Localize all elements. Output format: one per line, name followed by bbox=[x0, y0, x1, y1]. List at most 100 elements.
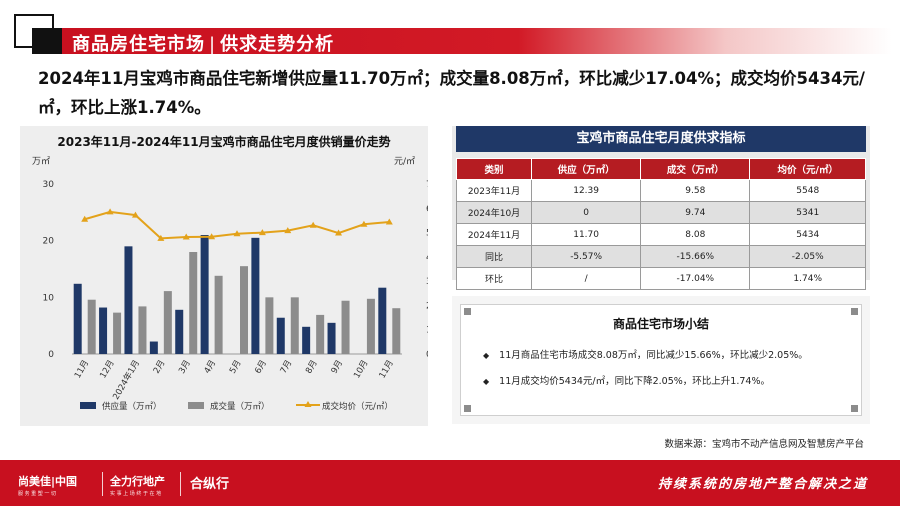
bar-transaction bbox=[290, 297, 299, 354]
table-cell: 环比 bbox=[456, 267, 532, 290]
bar-supply bbox=[327, 322, 336, 354]
bar-transaction bbox=[214, 275, 223, 354]
x-axis-category-label: 3月 bbox=[177, 359, 193, 376]
table-cell: 2024年10月 bbox=[456, 201, 532, 224]
chart-title: 2023年11月-2024年11月宝鸡市商品住宅月度供销量价走势 bbox=[57, 135, 391, 149]
footer-divider bbox=[180, 472, 181, 496]
bar-supply bbox=[200, 235, 209, 354]
summary-panel: 商品住宅市场小结 ◆ 11月商品住宅市场成交8.08万㎡，同比减少15.66%，环… bbox=[452, 296, 870, 424]
price-point bbox=[309, 221, 317, 228]
diamond-bullet-icon: ◆ bbox=[483, 351, 490, 360]
table-cell: 9.58 bbox=[640, 179, 751, 202]
right-axis-tick-label: 7000 bbox=[426, 180, 428, 190]
table-cell: -5.57% bbox=[530, 245, 642, 268]
price-point bbox=[182, 233, 190, 240]
corner-mark bbox=[464, 308, 471, 315]
right-axis-tick-label: 2000 bbox=[426, 301, 428, 311]
table-row: 2024年10月 0 9.74 5341 bbox=[456, 201, 866, 224]
bar-transaction bbox=[138, 306, 147, 354]
bar-supply bbox=[73, 283, 82, 354]
table-cell: 2024年11月 bbox=[456, 223, 532, 246]
data-source-note: 数据来源：宝鸡市不动产信息网及智慧房产平台 bbox=[664, 439, 864, 450]
section-title: 商品房住宅市场 | 供求走势分析 bbox=[72, 30, 334, 56]
x-axis-category-label: 2月 bbox=[152, 359, 168, 376]
table-cell: 5341 bbox=[749, 201, 866, 224]
price-point bbox=[208, 233, 216, 240]
headline-summary: 2024年11月宝鸡市商品住宅新增供应量11.70万㎡；成交量8.08万㎡，环比… bbox=[38, 69, 865, 117]
x-axis-category-label: 9月 bbox=[330, 359, 346, 376]
bar-transaction bbox=[392, 308, 401, 354]
combo-chart-panel: 2023年11月-2024年11月宝鸡市商品住宅月度供销量价走势 万㎡ 元/㎡ … bbox=[20, 126, 428, 426]
table-cell: 同比 bbox=[456, 245, 532, 268]
x-axis-category-label: 6月 bbox=[253, 359, 269, 376]
left-axis-tick-label: 30 bbox=[43, 180, 55, 190]
right-axis-tick-label: 5000 bbox=[426, 229, 428, 239]
table-cell: -17.04% bbox=[640, 267, 751, 290]
table-cell: 8.08 bbox=[640, 223, 751, 246]
legend-marker bbox=[304, 401, 312, 407]
price-point bbox=[360, 220, 368, 227]
price-point bbox=[385, 218, 393, 225]
x-axis-category-label: 5月 bbox=[228, 359, 244, 376]
footer-logo-quanlixing-tagline: 实 事 上 场 终 于 在 地 bbox=[110, 491, 162, 497]
bar-transaction bbox=[341, 300, 350, 354]
indicator-table: 类别 供应（万㎡） 成交（万㎡） 均价（元/㎡） 2023年11月 12.39 … bbox=[456, 158, 866, 290]
table-header-cell: 类别 bbox=[456, 158, 532, 180]
table-cell: 5548 bbox=[749, 179, 866, 202]
table-cell: 0 bbox=[530, 201, 642, 224]
bar-supply bbox=[378, 287, 387, 354]
title-red-band bbox=[62, 28, 892, 54]
section-title-bar: 商品房住宅市场 | 供求走势分析 bbox=[32, 28, 892, 56]
bar-transaction bbox=[87, 299, 96, 354]
summary-box: 商品住宅市场小结 ◆ 11月商品住宅市场成交8.08万㎡，同比减少15.66%，环… bbox=[460, 304, 862, 416]
x-axis-category-label: 8月 bbox=[304, 359, 320, 376]
right-axis-unit: 元/㎡ bbox=[394, 156, 415, 167]
summary-item: ◆ 11月商品住宅市场成交8.08万㎡，同比减少15.66%，环比减少2.05%。 bbox=[483, 347, 808, 361]
table-header-cell: 成交（万㎡） bbox=[640, 158, 751, 180]
left-axis-tick-label: 10 bbox=[43, 293, 55, 303]
legend-label: 供应量（万㎡） bbox=[102, 401, 162, 412]
bar-transaction bbox=[113, 312, 122, 354]
corner-mark bbox=[464, 405, 471, 412]
table-row: 2023年11月 12.39 9.58 5548 bbox=[456, 179, 866, 202]
summary-item: ◆ 11月成交均价5434元/㎡，同比下降2.05%，环比上升1.74%。 bbox=[483, 373, 770, 387]
price-point bbox=[335, 229, 343, 236]
price-point bbox=[106, 208, 114, 215]
legend-swatch bbox=[80, 402, 96, 409]
bar-supply bbox=[302, 326, 311, 354]
section-title-main: 商品房住宅市场 bbox=[72, 34, 205, 55]
x-axis-category-label: 10月 bbox=[352, 359, 370, 381]
left-axis-tick-label: 0 bbox=[48, 350, 54, 360]
table-cell: -2.05% bbox=[749, 245, 866, 268]
table-row: 环比 / -17.04% 1.74% bbox=[456, 267, 866, 290]
diamond-bullet-icon: ◆ bbox=[483, 377, 490, 386]
bar-supply bbox=[99, 307, 108, 354]
table-cell: 5434 bbox=[749, 223, 866, 246]
corner-mark bbox=[851, 405, 858, 412]
bar-supply bbox=[149, 341, 158, 354]
table-header-cell: 供应（万㎡） bbox=[530, 158, 642, 180]
price-point bbox=[284, 227, 292, 234]
table-header-row: 类别 供应（万㎡） 成交（万㎡） 均价（元/㎡） bbox=[456, 158, 866, 180]
table-cell: 1.74% bbox=[749, 267, 866, 290]
price-point bbox=[157, 234, 165, 241]
price-point bbox=[131, 211, 139, 218]
bar-transaction bbox=[316, 314, 325, 354]
bar-transaction bbox=[163, 291, 172, 354]
table-cell: 2023年11月 bbox=[456, 179, 532, 202]
right-axis-tick-label: 0 bbox=[426, 350, 428, 360]
bar-supply bbox=[251, 237, 260, 354]
left-axis-tick-label: 20 bbox=[43, 237, 55, 247]
section-title-sub: 供求走势分析 bbox=[220, 34, 335, 55]
footer-divider bbox=[102, 472, 103, 496]
summary-item-text: 11月商品住宅市场成交8.08万㎡，同比减少15.66%，环比减少2.05%。 bbox=[499, 350, 808, 361]
footer-slogan: 持续系统的房地产整合解决之道 bbox=[657, 477, 868, 492]
bar-supply bbox=[276, 317, 285, 354]
title-black-block bbox=[32, 28, 62, 54]
right-axis-tick-label: 1000 bbox=[426, 326, 428, 336]
bar-transaction bbox=[265, 297, 274, 354]
left-axis-unit: 万㎡ bbox=[32, 156, 50, 167]
table-row: 2024年11月 11.70 8.08 5434 bbox=[456, 223, 866, 246]
bar-transaction bbox=[189, 252, 198, 354]
table-row: 同比 -5.57% -15.66% -2.05% bbox=[456, 245, 866, 268]
